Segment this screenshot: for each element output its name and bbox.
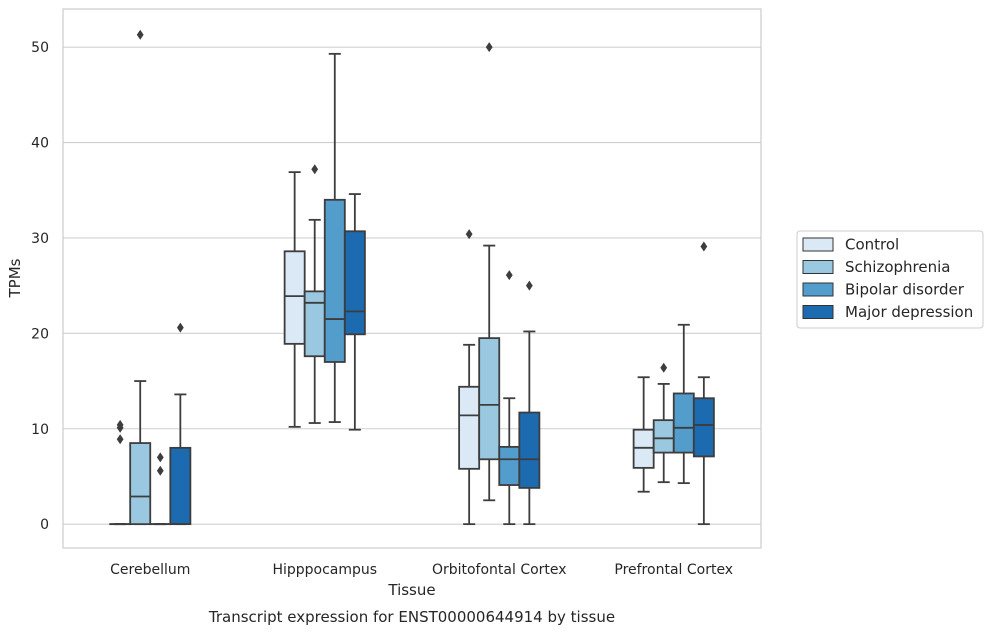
outlier-marker: [176, 322, 184, 333]
box-group: [498, 270, 521, 526]
outlier-marker: [136, 29, 144, 40]
legend-swatch: [802, 237, 834, 252]
legend-swatch: [802, 260, 834, 274]
box-group: [672, 323, 695, 485]
x-axis-label: Tissue: [387, 581, 435, 599]
y-tick-label: 0: [40, 517, 49, 533]
legend-swatch: [802, 305, 834, 319]
box-iqr: [343, 230, 366, 336]
box-group: [323, 52, 346, 423]
box-group: [692, 241, 715, 526]
outlier-marker: [525, 280, 533, 291]
box-iqr: [672, 392, 695, 454]
box-group: [109, 419, 132, 526]
box-iqr: [498, 445, 521, 486]
box-group: [478, 42, 501, 502]
box-iqr: [458, 385, 481, 470]
box-group: [458, 229, 481, 526]
outlier-marker: [156, 452, 164, 463]
legend-label: Major depression: [845, 303, 973, 321]
outlier-marker: [116, 434, 124, 445]
chart-title: Transcript expression for ENST0000064491…: [208, 608, 615, 626]
outlier-marker: [485, 42, 493, 53]
legend-label: Bipolar disorder: [845, 281, 965, 299]
grid-layer: [63, 46, 761, 525]
box-group: [129, 29, 152, 526]
outlier-marker: [465, 229, 473, 240]
box-iqr: [518, 411, 541, 489]
box-layer: [109, 29, 715, 526]
box-iqr: [652, 419, 675, 454]
box-iqr: [129, 442, 152, 526]
box-iqr: [478, 337, 501, 461]
y-axis-label: TPMs: [6, 258, 24, 298]
y-tick-label: 50: [31, 40, 49, 56]
box-group: [149, 452, 172, 526]
box-iqr: [632, 428, 655, 469]
outlier-marker: [156, 465, 164, 476]
legend-items: Control Schizophrenia Bipolar disorder Majo…: [802, 236, 973, 321]
x-tick-label: Cerebellum: [110, 562, 190, 578]
box-group: [652, 362, 675, 484]
outlier-marker: [505, 270, 513, 281]
box-iqr: [283, 250, 306, 345]
outlier-marker: [116, 419, 124, 430]
y-tick-labels: 0 10 20 30 40 50: [31, 40, 49, 533]
x-tick-label: Hipppocampus: [272, 562, 377, 578]
y-tick-label: 30: [31, 231, 49, 247]
box-group: [283, 171, 306, 428]
x-tick-labels: Cerebellum Hipppocampus Orbitofontal Corte…: [110, 562, 733, 578]
legend: Control Schizophrenia Bipolar disorder Majo…: [796, 230, 984, 329]
outlier-marker: [700, 241, 708, 252]
legend-swatch: [802, 282, 834, 297]
box-iqr: [169, 446, 192, 526]
box-iqr: [303, 290, 326, 358]
x-tick-label: Prefrontal Cortex: [614, 562, 733, 578]
x-tick-label: Orbitofontal Cortex: [432, 562, 567, 578]
y-tick-label: 10: [31, 422, 49, 438]
legend-frame: [796, 230, 984, 329]
box-iqr: [323, 198, 346, 363]
box-group: [518, 280, 541, 526]
legend-label: Schizophrenia: [845, 258, 950, 276]
box-group: [303, 164, 326, 424]
box-group: [169, 322, 192, 526]
outlier-marker: [660, 362, 668, 373]
legend-label: Control: [845, 236, 899, 254]
outlier-marker: [311, 164, 319, 175]
plot-frame: [62, 8, 762, 549]
box-iqr: [692, 397, 715, 458]
y-tick-label: 40: [31, 136, 49, 152]
box-group: [343, 193, 366, 431]
y-tick-label: 20: [31, 326, 49, 342]
box-group: [632, 376, 655, 493]
